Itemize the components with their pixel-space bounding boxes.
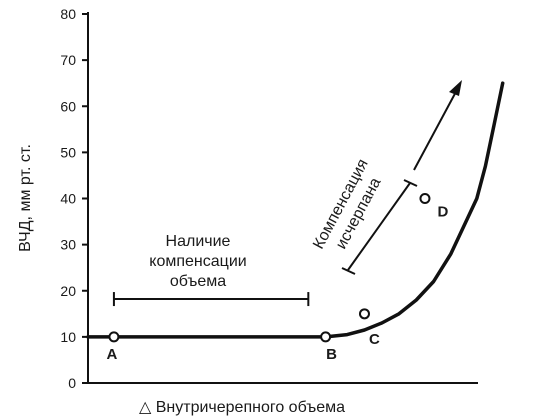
arrow-head — [449, 80, 462, 96]
bracket-right-cap-end — [403, 179, 418, 187]
point-D — [419, 193, 431, 204]
y-tick-label-50: 50 — [60, 144, 76, 160]
y-tick-label-40: 40 — [60, 191, 76, 207]
point-label-A: A — [106, 346, 117, 363]
y-tick-label-30: 30 — [60, 237, 76, 253]
point-C — [358, 308, 370, 320]
y-tick-label-60: 60 — [60, 98, 76, 114]
compensation-exhausted-bracket — [341, 80, 462, 275]
y-tick-label-80: 80 — [60, 6, 76, 22]
y-tick-label-10: 10 — [60, 329, 76, 345]
point-A — [108, 331, 120, 343]
point-B — [320, 331, 332, 343]
annotation-compensation-line3: объема — [170, 273, 226, 290]
point-label-D: D — [438, 204, 449, 221]
y-ticks: 0 10 20 30 40 50 60 70 80 — [60, 6, 88, 391]
point-label-C: C — [369, 331, 380, 348]
series-line-0 — [86, 81, 505, 339]
points-group: A B C D — [106, 193, 449, 363]
x-axis-title: △ Внутричерепного объема — [139, 399, 345, 416]
bracket-right-line — [347, 182, 411, 271]
point-label-B: B — [326, 346, 337, 363]
series-group — [86, 81, 505, 339]
annotation-compensation-line1: Наличие — [166, 233, 231, 250]
annotation-compensation-line2: компенсации — [149, 253, 246, 270]
bracket-right-cap-start — [341, 267, 356, 275]
compensation-present-bracket — [112, 292, 310, 307]
y-axis-title: ВЧД, мм рт. ст. — [17, 144, 34, 252]
y-tick-label-20: 20 — [60, 283, 76, 299]
y-tick-label-0: 0 — [68, 375, 76, 391]
arrow-shaft — [413, 87, 459, 171]
y-tick-label-70: 70 — [60, 52, 76, 68]
